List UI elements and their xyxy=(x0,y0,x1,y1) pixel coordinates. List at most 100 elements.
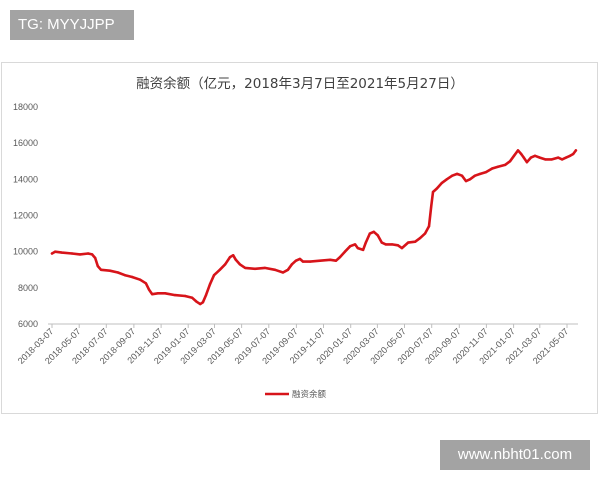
data-point xyxy=(376,234,379,237)
y-tick-label: 10000 xyxy=(13,247,38,257)
data-point xyxy=(53,250,57,253)
data-point xyxy=(99,268,103,271)
x-axis: 2018-03-072018-05-072018-07-072018-09-07… xyxy=(16,324,570,366)
data-point xyxy=(538,156,541,159)
data-point xyxy=(238,263,241,266)
data-point xyxy=(90,253,94,256)
data-point xyxy=(525,161,529,164)
y-tick-label: 18000 xyxy=(13,102,38,112)
data-point xyxy=(199,302,202,306)
series-line xyxy=(50,149,578,306)
legend: 融资余额 xyxy=(265,389,327,400)
data-point xyxy=(273,268,277,271)
y-tick-label: 6000 xyxy=(18,319,38,329)
data-point xyxy=(473,174,477,177)
data-point xyxy=(353,243,357,246)
data-point xyxy=(550,158,554,161)
data-point xyxy=(232,254,235,257)
data-point xyxy=(529,156,533,159)
data-point xyxy=(390,243,394,246)
data-point xyxy=(298,257,302,261)
data-point xyxy=(418,236,422,240)
data-point xyxy=(445,178,448,181)
data-point xyxy=(380,241,383,244)
data-point xyxy=(286,268,290,271)
data-point xyxy=(123,274,127,277)
data-point xyxy=(400,246,404,250)
data-point xyxy=(368,232,371,235)
plot-series xyxy=(50,149,578,306)
data-point xyxy=(423,232,427,235)
data-point xyxy=(116,271,120,274)
data-point xyxy=(195,300,198,303)
data-point xyxy=(427,225,431,228)
data-point xyxy=(349,245,352,248)
data-point xyxy=(520,152,523,156)
data-point xyxy=(163,292,167,295)
data-point xyxy=(156,292,160,295)
data-point xyxy=(253,267,257,270)
data-point xyxy=(406,241,410,244)
data-point xyxy=(508,160,512,163)
data-point xyxy=(329,258,332,261)
data-point xyxy=(244,266,247,270)
data-point xyxy=(464,179,468,183)
data-point xyxy=(281,271,285,274)
data-point xyxy=(318,259,322,262)
data-point xyxy=(440,181,444,185)
data-point xyxy=(491,167,494,170)
data-point xyxy=(60,251,63,254)
data-point xyxy=(138,278,142,281)
data-point xyxy=(234,258,237,261)
data-point xyxy=(70,252,74,255)
data-point xyxy=(96,264,100,268)
data-point xyxy=(86,252,90,255)
data-point xyxy=(522,156,525,159)
data-point xyxy=(544,158,547,161)
data-point xyxy=(50,252,54,255)
data-point xyxy=(556,156,560,159)
data-point xyxy=(414,240,417,243)
y-tick-label: 8000 xyxy=(18,283,38,293)
data-point xyxy=(431,190,435,194)
data-point xyxy=(290,263,294,266)
data-point xyxy=(338,255,342,259)
data-point xyxy=(212,274,216,277)
data-point xyxy=(183,294,187,298)
data-point xyxy=(568,154,572,157)
y-tick-label: 12000 xyxy=(13,211,38,221)
data-point xyxy=(147,288,151,291)
data-point xyxy=(564,156,568,159)
chart-frame xyxy=(1,62,598,414)
data-point xyxy=(208,283,212,286)
y-tick-label: 16000 xyxy=(13,138,38,148)
data-point xyxy=(484,170,488,174)
data-point xyxy=(512,154,516,157)
data-point xyxy=(173,293,177,297)
data-point xyxy=(361,248,365,252)
data-point xyxy=(455,172,459,176)
data-point xyxy=(78,253,82,256)
data-point xyxy=(94,256,97,260)
data-point xyxy=(572,152,575,156)
chart-title: 融资余额（亿元，2018年3月7日至2021年5月27日） xyxy=(136,75,464,92)
data-point xyxy=(228,255,232,259)
data-point xyxy=(204,293,208,297)
data-point xyxy=(364,241,367,244)
data-point xyxy=(468,178,472,181)
data-point xyxy=(108,269,112,272)
watermark-top-left: TG: MYYJJPP xyxy=(10,10,134,40)
data-point xyxy=(191,296,194,299)
data-point xyxy=(396,244,400,247)
data-point xyxy=(224,263,227,266)
data-point xyxy=(294,259,298,262)
data-point xyxy=(372,230,375,233)
data-point xyxy=(144,282,148,285)
data-point xyxy=(460,174,464,177)
y-axis: 6000 8000 10000 12000 14000 16000 18000 xyxy=(13,102,38,329)
data-point xyxy=(435,187,439,190)
watermark-bottom-right: www.nbht01.com xyxy=(440,440,590,470)
data-point xyxy=(496,165,500,168)
data-point xyxy=(479,172,482,176)
